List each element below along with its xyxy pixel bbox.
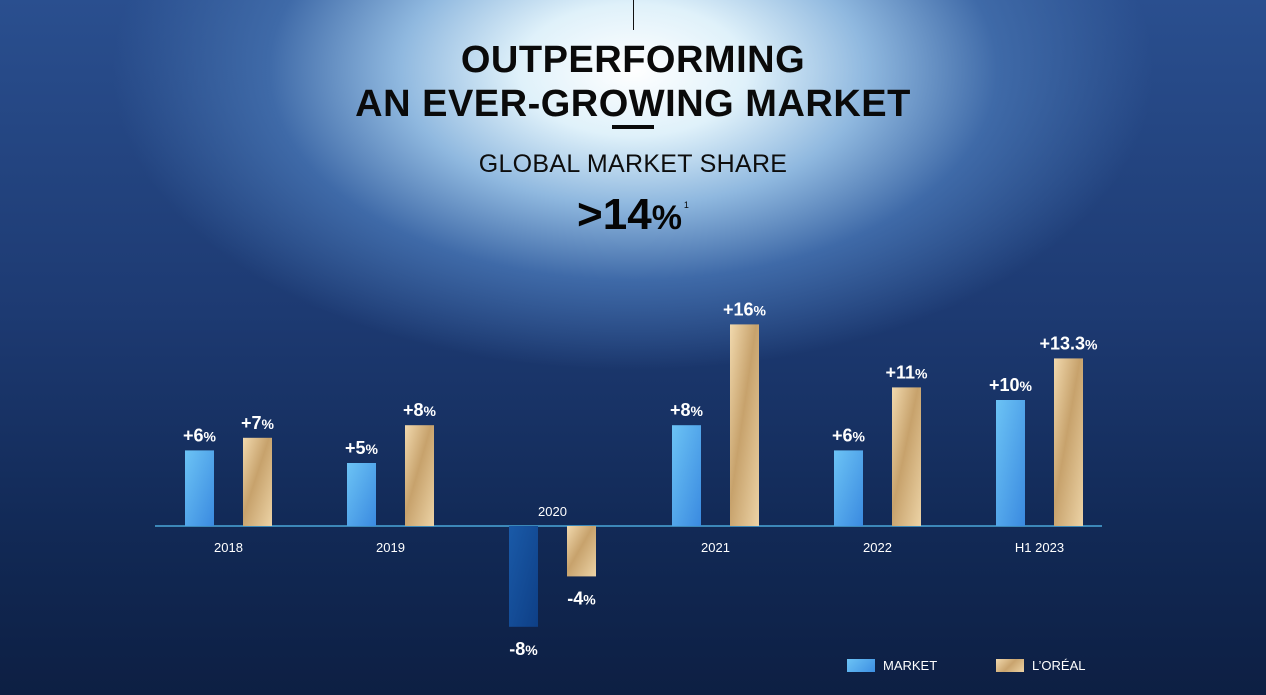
market-value-label-2019: +5% bbox=[345, 438, 379, 458]
footnote-marker: 1 bbox=[683, 200, 689, 210]
market-bar-2022 bbox=[834, 450, 863, 526]
category-label-2022: 2022 bbox=[863, 540, 892, 555]
loreal-bar-2020 bbox=[567, 526, 596, 577]
market-value-label-2018: +6% bbox=[183, 425, 217, 445]
chart-bars bbox=[185, 324, 1083, 627]
market-bar-2019 bbox=[347, 463, 376, 526]
market-bar-2020 bbox=[509, 526, 538, 627]
loreal-value-label-2022: +11% bbox=[886, 362, 929, 382]
loreal-value-label-2021: +16% bbox=[723, 299, 767, 319]
loreal-bar-2021 bbox=[730, 324, 759, 526]
market-bar-h1-2023 bbox=[996, 400, 1025, 526]
market-share-unit: % bbox=[651, 199, 682, 237]
chart-labels: +6% +7% 2018 +5% +8% 2019 -8% -4% 2020 +8% +16% 202… bbox=[183, 299, 1098, 658]
loreal-value-label-h1-2023: +13.3% bbox=[1040, 333, 1099, 353]
subtitle: GLOBAL MARKET SHARE bbox=[478, 150, 788, 178]
category-label-2020: 2020 bbox=[538, 504, 567, 519]
category-label-h1-2023: H1 2023 bbox=[1015, 540, 1064, 555]
loreal-bar-2018 bbox=[243, 437, 272, 526]
loreal-bar-2022 bbox=[892, 387, 921, 526]
category-label-2021: 2021 bbox=[701, 540, 730, 555]
market-bar-2018 bbox=[185, 450, 214, 526]
market-value-label-2021: +8% bbox=[670, 400, 704, 420]
market-share-number: >14 bbox=[577, 190, 652, 239]
loreal-value-label-2018: +7% bbox=[241, 413, 275, 433]
category-label-2019: 2019 bbox=[376, 540, 405, 555]
title-line-1: OUTPERFORMING bbox=[460, 39, 806, 81]
loreal-value-label-2020: -4% bbox=[567, 588, 596, 608]
legend-loreal-swatch bbox=[996, 658, 1024, 672]
legend-market: MARKET bbox=[847, 655, 937, 675]
loreal-bar-h1-2023 bbox=[1054, 358, 1083, 526]
market-value-label-h1-2023: +10% bbox=[989, 375, 1033, 395]
loreal-value-label-2019: +8% bbox=[403, 400, 437, 420]
market-value-label-2022: +6% bbox=[832, 425, 866, 445]
market-value-label-2020: -8% bbox=[509, 639, 538, 659]
title-line-2: AN EVER-GROWING MARKET bbox=[355, 83, 911, 125]
top-divider-line bbox=[633, 0, 634, 30]
legend-loreal-label: L’ORÉAL bbox=[1032, 657, 1086, 673]
legend-market-swatch bbox=[847, 658, 875, 672]
legend-market-label: MARKET bbox=[883, 657, 938, 673]
loreal-bar-2019 bbox=[405, 425, 434, 526]
legend-loreal: L’ORÉAL bbox=[996, 655, 1085, 675]
category-label-2018: 2018 bbox=[214, 540, 243, 555]
market-share-value: >14% 1 bbox=[0, 190, 1266, 240]
title-accent-underline bbox=[612, 125, 654, 129]
market-bar-2021 bbox=[672, 425, 701, 526]
